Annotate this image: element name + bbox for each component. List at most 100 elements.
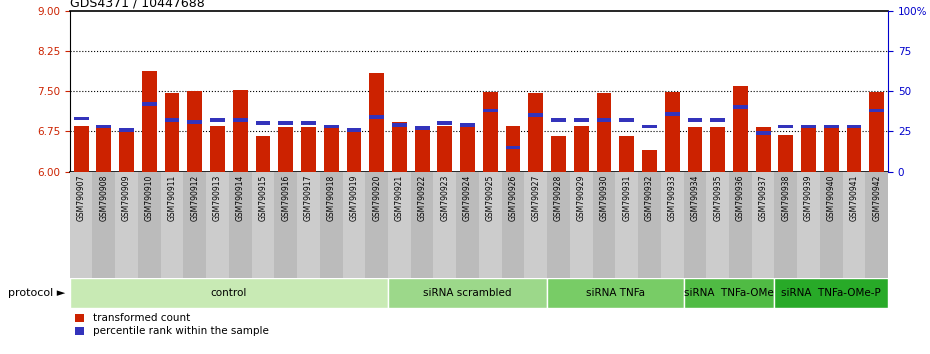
Bar [115, 172, 138, 278]
Bar [97, 125, 112, 129]
Bar [775, 172, 797, 278]
Bar [347, 128, 361, 132]
Bar [778, 135, 793, 172]
Bar [232, 118, 247, 122]
Bar [278, 127, 293, 172]
Bar [687, 118, 702, 122]
Bar [142, 71, 156, 172]
Bar [551, 118, 565, 122]
Bar [342, 172, 365, 278]
Bar [525, 172, 547, 278]
Bar [301, 127, 316, 172]
Text: GSM790907: GSM790907 [76, 175, 86, 221]
Bar [733, 86, 748, 172]
Text: GSM790920: GSM790920 [372, 175, 381, 221]
Bar [824, 125, 839, 129]
Text: GSM790927: GSM790927 [531, 175, 540, 221]
Bar [369, 115, 384, 119]
Bar [165, 93, 179, 172]
Bar [846, 125, 861, 129]
Bar [187, 120, 202, 124]
Bar [846, 127, 861, 172]
Bar [165, 118, 179, 122]
Bar [574, 118, 589, 122]
Bar [870, 92, 884, 172]
Text: GSM790936: GSM790936 [736, 175, 745, 221]
Bar [183, 172, 206, 278]
Bar [616, 172, 638, 278]
Bar [206, 172, 229, 278]
Bar [574, 126, 589, 172]
Bar [843, 172, 866, 278]
Bar [119, 128, 134, 132]
Bar [547, 172, 570, 278]
Bar [210, 118, 225, 122]
Bar [638, 172, 661, 278]
Bar [252, 172, 274, 278]
Bar [592, 172, 616, 278]
Text: GSM790934: GSM790934 [690, 175, 699, 221]
Text: GSM790914: GSM790914 [235, 175, 245, 221]
Bar [528, 93, 543, 172]
Text: GSM790910: GSM790910 [145, 175, 153, 221]
Bar [801, 128, 816, 172]
Text: GSM790912: GSM790912 [191, 175, 199, 221]
Bar [619, 118, 634, 122]
Text: GSM790928: GSM790928 [554, 175, 563, 221]
Bar [161, 172, 183, 278]
Bar [369, 73, 384, 172]
Bar [706, 172, 729, 278]
Bar [596, 118, 611, 122]
Text: GSM790937: GSM790937 [759, 175, 767, 221]
Bar [73, 126, 88, 172]
Bar [138, 172, 161, 278]
Bar [547, 278, 684, 308]
Legend: transformed count, percentile rank within the sample: transformed count, percentile rank withi… [75, 313, 269, 336]
Text: GSM790940: GSM790940 [827, 175, 836, 221]
Bar [733, 105, 748, 109]
Text: siRNA  TNFa-OMe: siRNA TNFa-OMe [684, 288, 774, 298]
Bar [411, 172, 433, 278]
Bar [570, 172, 592, 278]
Bar [324, 125, 339, 129]
Bar [778, 125, 793, 129]
Bar [70, 278, 388, 308]
Bar [684, 172, 706, 278]
Text: GSM790921: GSM790921 [395, 175, 404, 221]
Bar [256, 136, 271, 172]
Bar [301, 121, 316, 125]
Bar [665, 92, 680, 172]
Bar [320, 172, 342, 278]
Bar [619, 136, 634, 172]
Text: GSM790925: GSM790925 [485, 175, 495, 221]
Text: GSM790909: GSM790909 [122, 175, 131, 221]
Bar [596, 93, 611, 172]
Text: GSM790924: GSM790924 [463, 175, 472, 221]
Bar [801, 125, 816, 129]
Bar [528, 113, 543, 117]
Bar [365, 172, 388, 278]
Bar [483, 109, 498, 112]
Bar [665, 112, 680, 116]
Bar [797, 172, 820, 278]
Text: protocol ►: protocol ► [7, 288, 65, 298]
Bar [388, 278, 547, 308]
Bar [483, 92, 498, 172]
Bar [187, 91, 202, 172]
Text: GSM790917: GSM790917 [304, 175, 313, 221]
Text: GSM790918: GSM790918 [326, 175, 336, 221]
Bar [687, 127, 702, 172]
Bar [661, 172, 684, 278]
Text: GSM790916: GSM790916 [281, 175, 290, 221]
Bar [684, 278, 775, 308]
Bar [756, 127, 770, 172]
Bar [711, 118, 725, 122]
Bar [415, 126, 430, 172]
Bar [460, 126, 475, 172]
Text: GSM790922: GSM790922 [418, 175, 427, 221]
Bar [711, 127, 725, 172]
Bar [501, 172, 525, 278]
Text: GSM790911: GSM790911 [167, 175, 177, 221]
Bar [479, 172, 501, 278]
Bar [92, 172, 115, 278]
